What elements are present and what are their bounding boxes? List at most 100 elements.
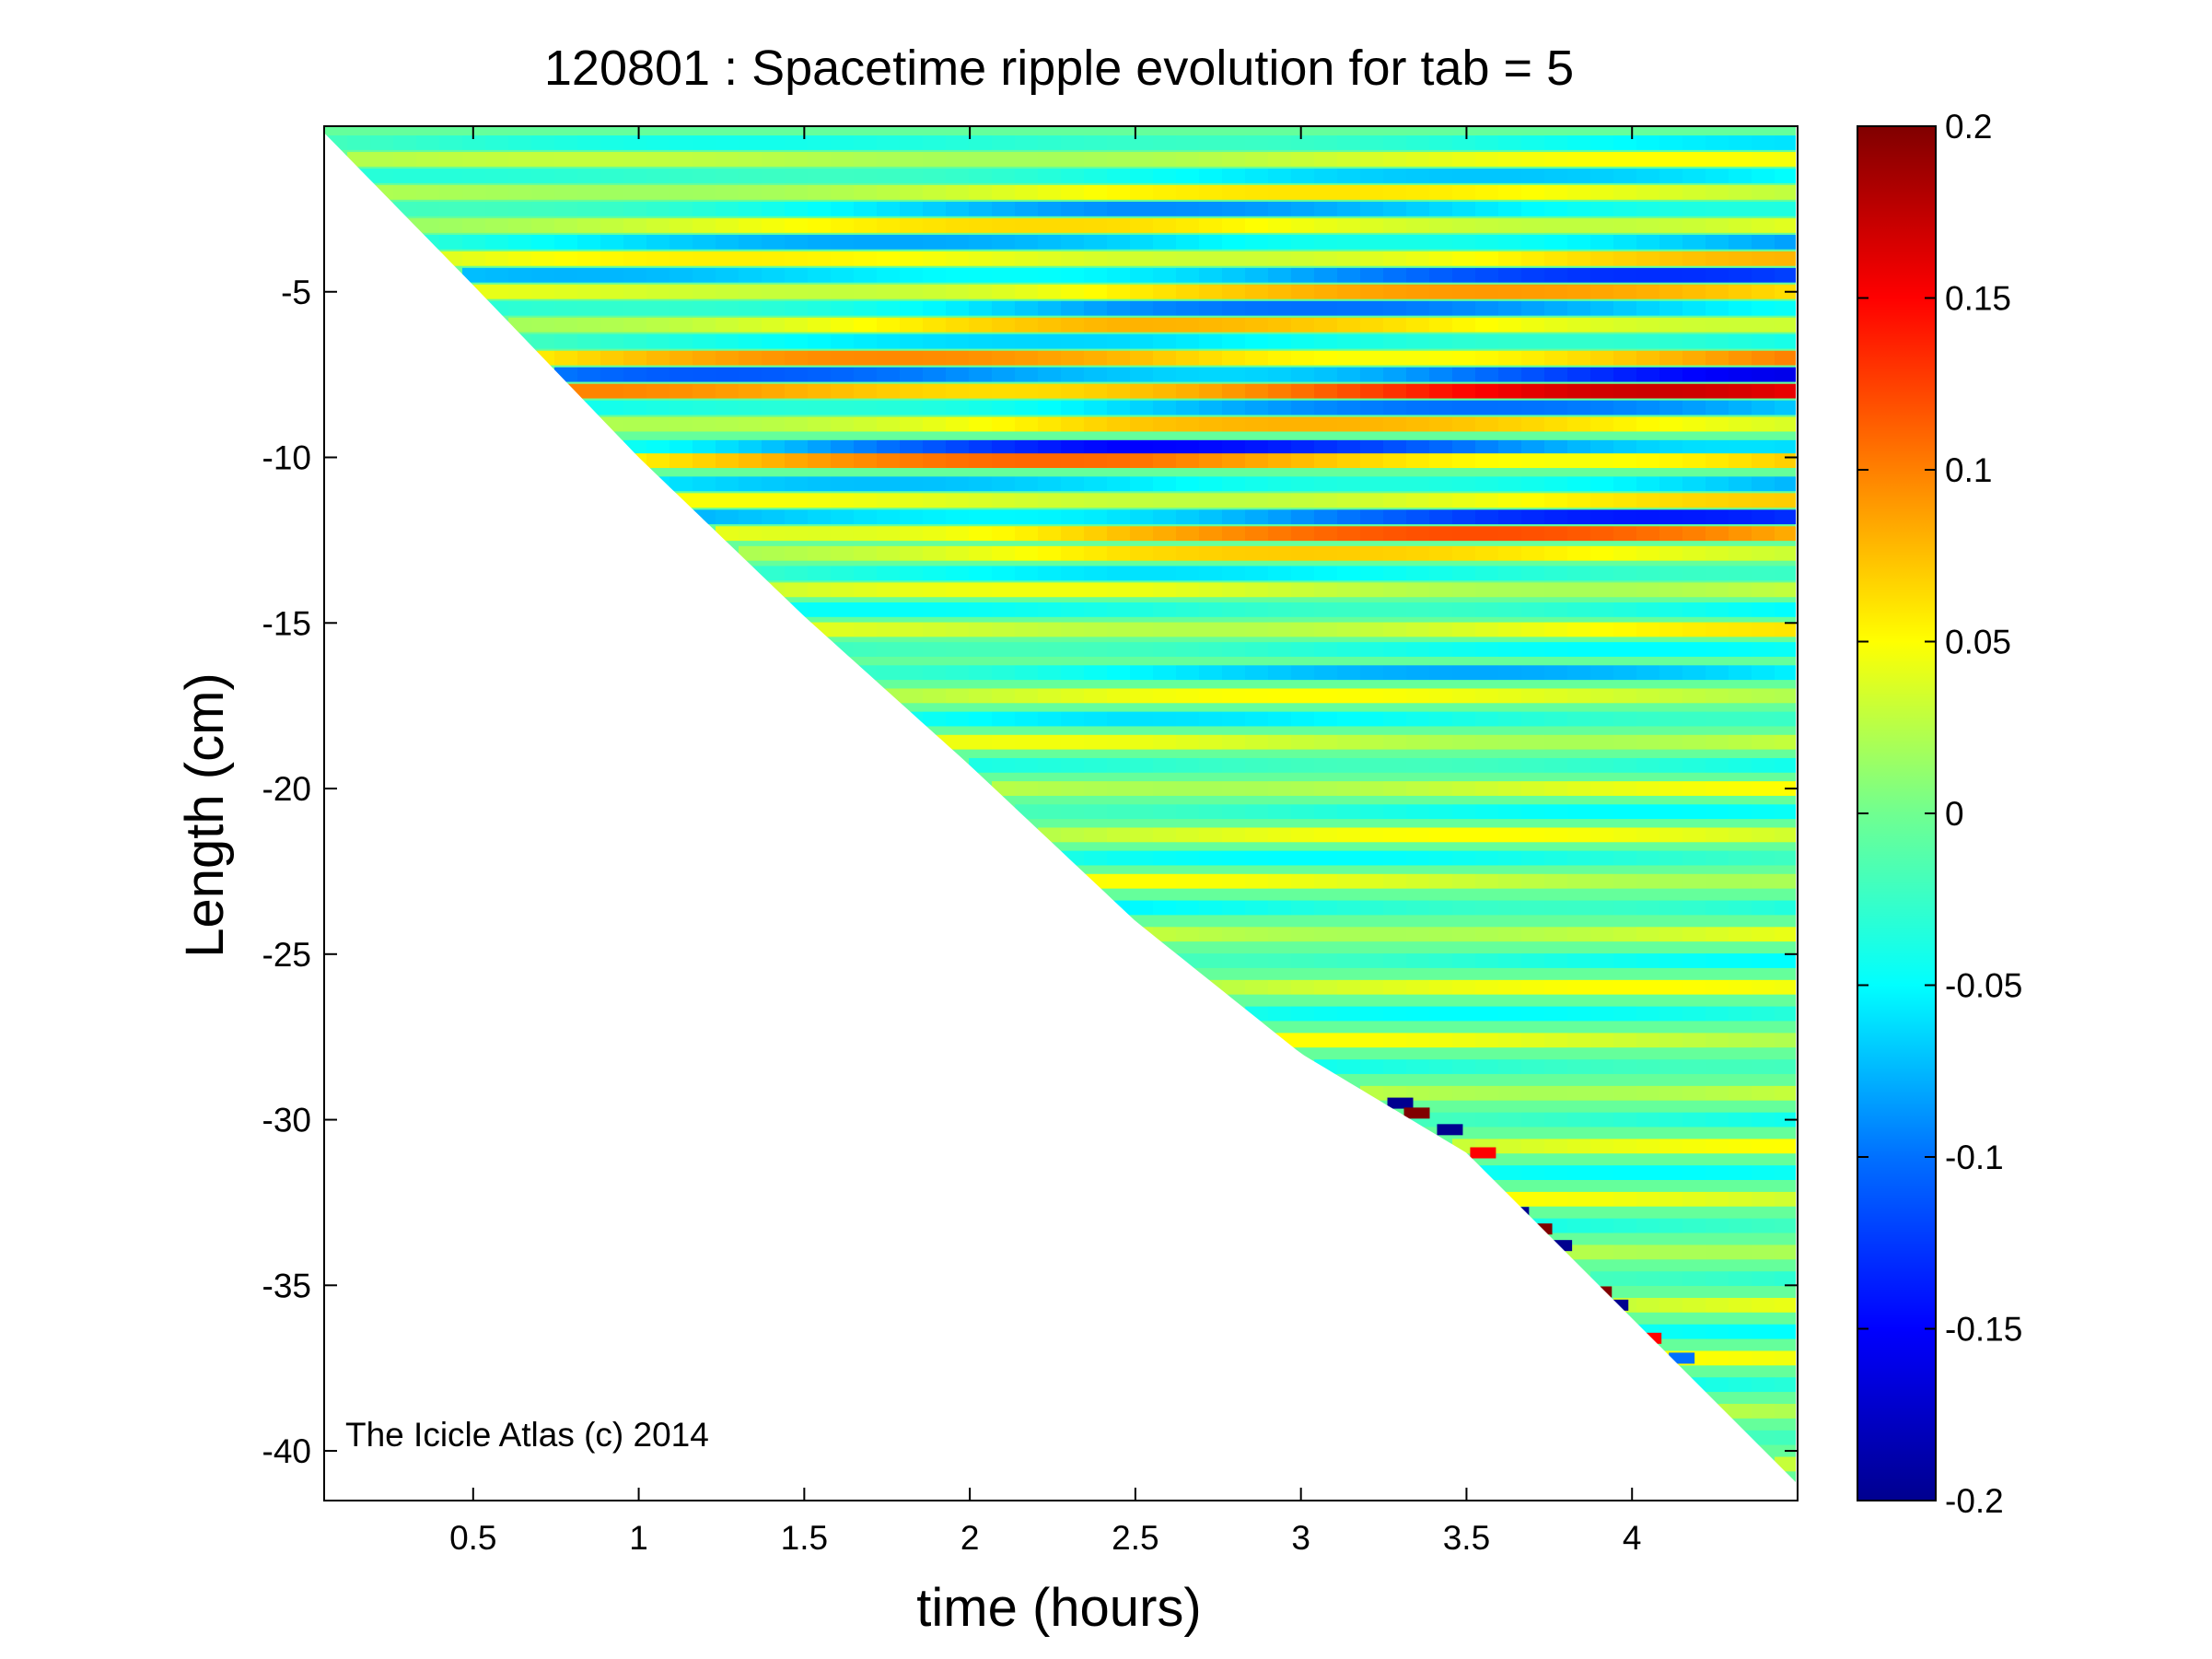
heatmap-band-cell xyxy=(1659,1006,1683,1022)
heatmap-band-cell xyxy=(762,217,786,233)
heatmap-band-cell xyxy=(1521,757,1545,773)
heatmap-band-cell xyxy=(1222,873,1246,889)
heatmap-band-cell xyxy=(1752,169,1775,183)
heatmap-band-cell xyxy=(1775,367,1796,382)
heatmap-band-cell xyxy=(785,383,809,399)
heatmap-band-cell xyxy=(1337,688,1361,704)
heatmap-band-cell xyxy=(1314,526,1338,542)
heatmap-band-cell xyxy=(1015,350,1039,366)
heatmap-band-cell xyxy=(1107,234,1131,250)
heatmap-band-cell xyxy=(1590,493,1614,508)
heatmap-band-cell xyxy=(992,284,1016,299)
heatmap-band-cell xyxy=(693,400,716,415)
heatmap-band-cell xyxy=(762,169,786,183)
heatmap-band-cell xyxy=(716,493,739,508)
heatmap-band-cell xyxy=(1752,734,1775,750)
heatmap-band-cell xyxy=(1383,152,1407,167)
heatmap-band-cell xyxy=(992,217,1016,233)
heatmap-band-cell xyxy=(1383,493,1407,508)
heatmap-band-cell xyxy=(1429,217,1453,233)
heatmap-band-cell xyxy=(854,300,878,316)
heatmap-band-cell xyxy=(1429,416,1453,432)
heatmap-band-cell xyxy=(1682,873,1706,889)
heatmap-band-cell xyxy=(1613,927,1637,942)
heatmap-band-cell xyxy=(1590,1059,1614,1074)
heatmap-band-cell xyxy=(1752,135,1775,150)
heatmap-band-cell xyxy=(370,169,394,183)
heatmap-band-cell xyxy=(808,476,832,492)
heatmap-band-cell xyxy=(554,317,578,333)
heatmap-band-cell xyxy=(716,383,739,399)
heatmap-band-cell xyxy=(1682,333,1706,349)
heatmap-band-cell xyxy=(1590,711,1614,727)
heatmap-band-cell xyxy=(1291,850,1315,866)
heatmap-band-cell xyxy=(900,688,924,704)
heatmap-band-cell xyxy=(1383,367,1407,382)
heatmap-band-cell xyxy=(1291,251,1315,266)
heatmap-band-cell xyxy=(1544,317,1568,333)
heatmap-band-cell xyxy=(1429,400,1453,415)
heatmap-band-cell xyxy=(1752,927,1775,942)
heatmap-band-cell xyxy=(1061,201,1085,216)
heatmap-band-cell xyxy=(1383,400,1407,415)
heatmap-band-cell xyxy=(1729,665,1752,681)
heatmap-band-cell xyxy=(1775,979,1796,995)
heatmap-band-cell xyxy=(1084,234,1108,250)
heatmap-band-cell xyxy=(1659,711,1683,727)
heatmap-band-cell xyxy=(1360,333,1384,349)
heatmap-band-cell xyxy=(1498,184,1522,200)
heatmap-band-cell xyxy=(531,234,555,250)
heatmap-band-cell xyxy=(693,333,716,349)
heatmap-band-cell xyxy=(600,284,624,299)
heatmap-band-cell xyxy=(1475,439,1499,455)
heatmap-band-cell xyxy=(1130,317,1154,333)
heatmap-band-cell xyxy=(1590,284,1614,299)
heatmap-band-cell xyxy=(1061,217,1085,233)
heatmap-band-cell xyxy=(946,400,970,415)
heatmap-band-cell xyxy=(969,400,993,415)
heatmap-band-cell xyxy=(1452,665,1476,681)
heatmap-band-cell xyxy=(1383,476,1407,492)
heatmap-band-cell xyxy=(1452,622,1476,637)
heatmap-band-cell xyxy=(1729,453,1752,469)
heatmap-band-cell xyxy=(1706,622,1729,637)
heatmap-band-cell xyxy=(716,300,739,316)
heatmap-band-cell xyxy=(1636,1139,1660,1154)
heatmap-band-cell xyxy=(739,493,763,508)
heatmap-band-cell xyxy=(1498,416,1522,432)
heatmap-band-cell xyxy=(1268,300,1292,316)
heatmap-band-cell xyxy=(1107,350,1131,366)
heatmap-band-cell xyxy=(969,642,993,657)
heatmap-band-cell xyxy=(1682,1112,1706,1127)
heatmap-band-cell xyxy=(1544,217,1568,233)
heatmap-band-cell xyxy=(1729,622,1752,637)
heatmap-band-cell xyxy=(1682,476,1706,492)
heatmap-band-cell xyxy=(1706,476,1729,492)
heatmap-band-cell xyxy=(439,234,463,250)
heatmap-band-cell xyxy=(946,333,970,349)
heatmap-band-cell xyxy=(900,234,924,250)
heatmap-band-cell xyxy=(1613,300,1637,316)
heatmap-band-cell xyxy=(1268,711,1292,727)
heatmap-band-cell xyxy=(1176,850,1200,866)
heatmap-band-cell xyxy=(716,476,739,492)
heatmap-band-cell xyxy=(1268,900,1292,916)
heatmap-band-cell xyxy=(923,152,947,167)
heatmap-band-cell xyxy=(1521,267,1545,283)
heatmap-band-cell xyxy=(1429,642,1453,657)
heatmap-band-cell xyxy=(646,135,670,150)
heatmap-band-cell xyxy=(1498,827,1522,843)
heatmap-band-cell xyxy=(1475,757,1499,773)
heatmap-band-cell xyxy=(1337,234,1361,250)
heatmap-band-cell xyxy=(1682,234,1706,250)
heatmap-band-cell xyxy=(1521,284,1545,299)
heatmap-band-cell xyxy=(1107,201,1131,216)
heatmap-band-cell xyxy=(969,688,993,704)
heatmap-band-cell xyxy=(1452,688,1476,704)
heatmap-band-cell xyxy=(969,665,993,681)
heatmap-band-cell xyxy=(1498,317,1522,333)
heatmap-band-cell xyxy=(1107,317,1131,333)
heatmap-band-cell xyxy=(1199,734,1223,750)
heatmap-band-cell xyxy=(1107,169,1131,183)
heatmap-band-cell xyxy=(831,367,855,382)
